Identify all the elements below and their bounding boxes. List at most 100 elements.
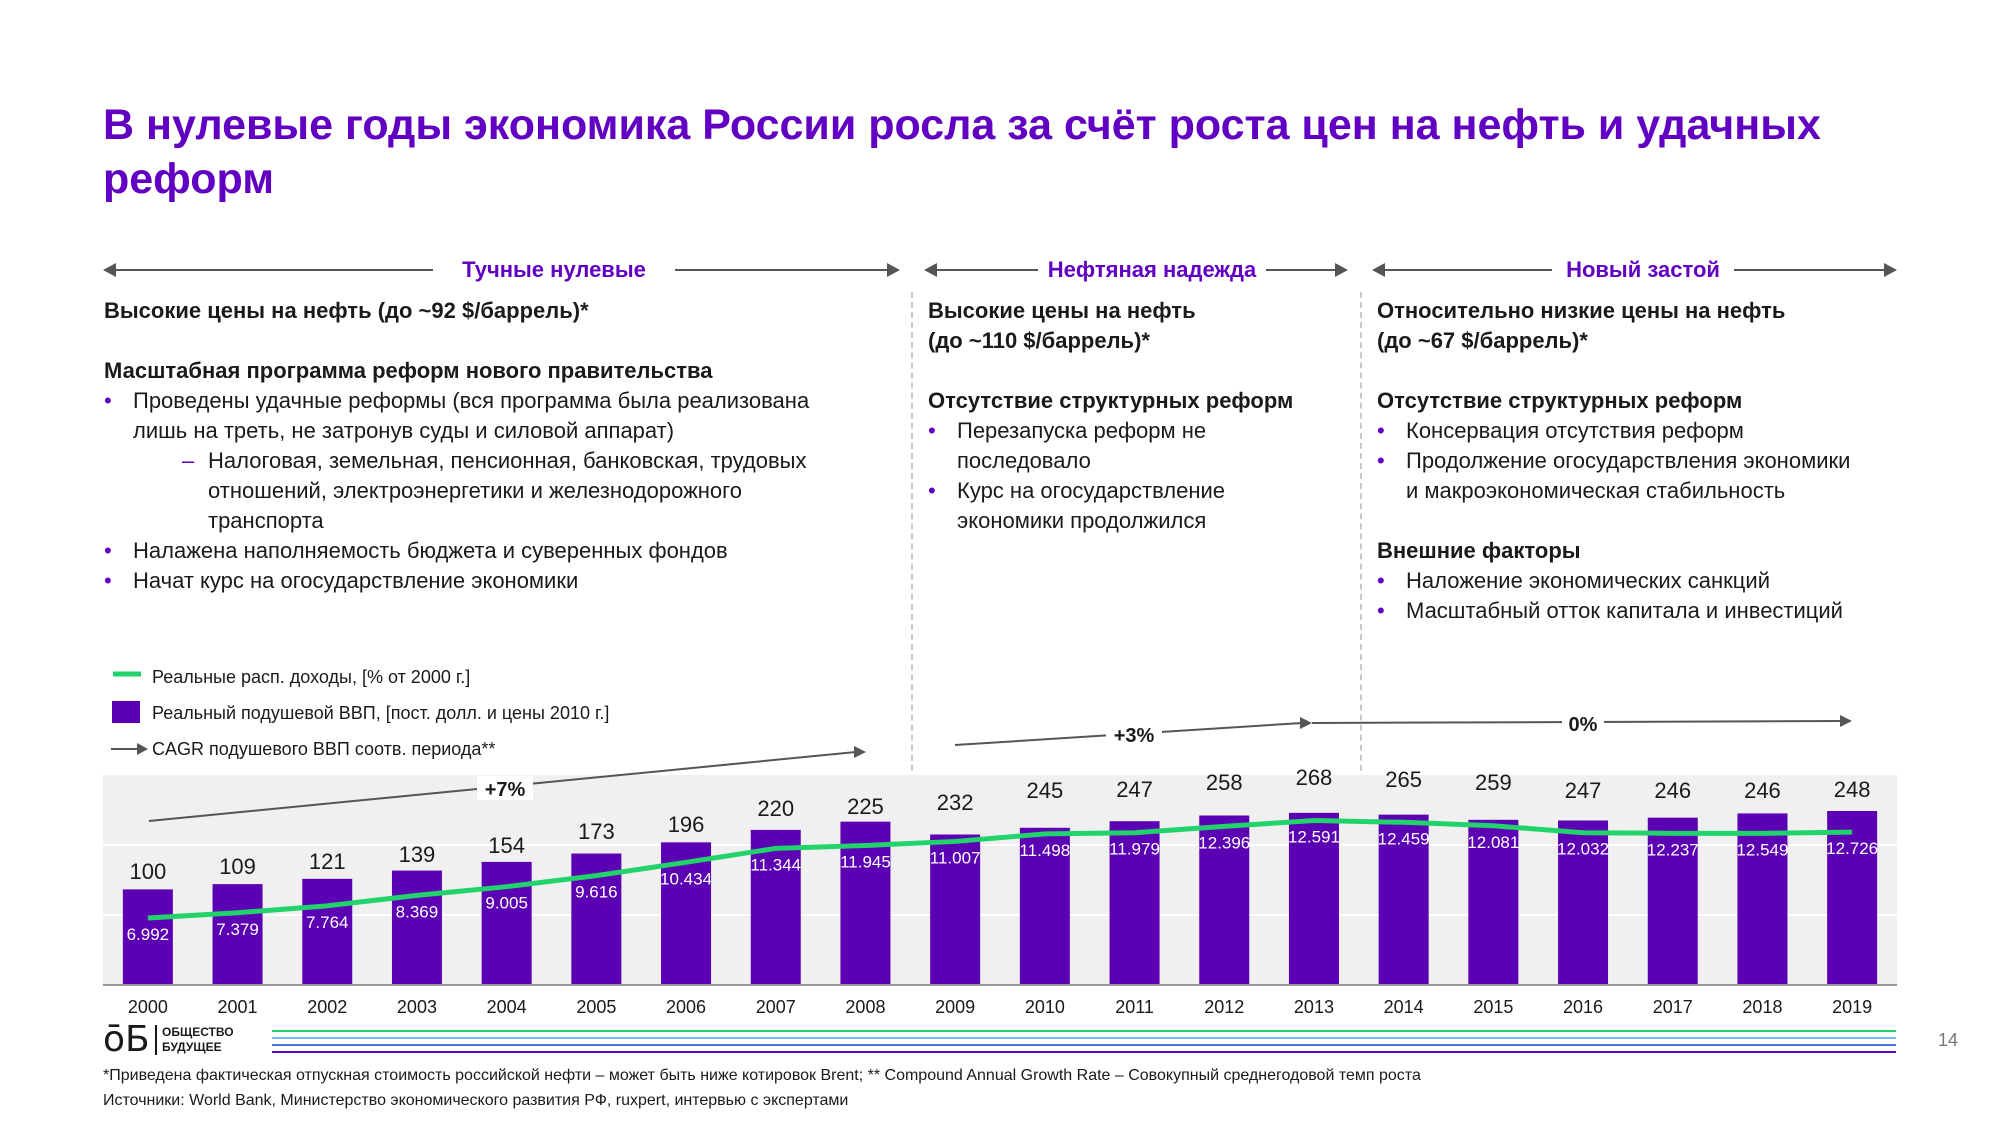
income-value-label-2009: 232 xyxy=(937,790,974,815)
list-item: Налажена наполняемость бюджета и суверен… xyxy=(104,536,894,566)
period-title: Нефтяная надежда xyxy=(1047,257,1257,282)
bar-gdp-2000 xyxy=(122,889,173,985)
period-2-text: Высокие цены на нефть (до ~110 $/баррель… xyxy=(928,296,1348,536)
x-tick-label-2002: 2002 xyxy=(307,997,347,1017)
bar-value-label-2009: 11.007 xyxy=(930,848,981,867)
bar-gdp-2003 xyxy=(391,870,442,985)
income-value-label-2016: 247 xyxy=(1565,778,1602,803)
page-title: В нулевые годы экономика России росла за… xyxy=(103,101,1821,203)
cagr-arrow-2009-2013-head xyxy=(1300,717,1312,729)
heading-line: Относительно низкие цены на нефть xyxy=(1377,298,1786,323)
list-item-text: Проведены удачные реформы (вся программа… xyxy=(133,388,810,413)
bar-value-label-2005: 9.616 xyxy=(575,883,618,902)
bar-gdp-2018 xyxy=(1737,813,1788,985)
bar-gdp-2005 xyxy=(571,853,622,985)
bar-value-label-2004: 9.005 xyxy=(485,894,528,913)
period-header-2: Нефтяная надежда xyxy=(924,255,1348,285)
list-item: Масштабный отток капитала и инвестиций xyxy=(1377,596,1937,626)
bar-value-label-2019: 12.726 xyxy=(1826,839,1878,858)
logo: ōБ xyxy=(103,1019,150,1060)
bar-value-label-2013: 12.591 xyxy=(1288,828,1340,847)
cagr-label-2: +3% xyxy=(1114,725,1155,747)
heading-line: (до ~67 $/баррель)* xyxy=(1377,328,1588,353)
list-item: Курс на огосударствление экономики продо… xyxy=(928,476,1348,536)
bar-value-label-2014: 12.459 xyxy=(1378,829,1430,848)
bar-gdp-2002 xyxy=(302,878,353,985)
x-tick-label-2008: 2008 xyxy=(845,997,885,1017)
income-value-label-2011: 247 xyxy=(1116,777,1153,802)
cagr-label-1: +7% xyxy=(485,779,526,801)
bar-gdp-2010 xyxy=(1019,827,1070,985)
income-value-label-2014: 265 xyxy=(1385,767,1422,792)
cagr-arrow-2009-2013 xyxy=(954,722,1303,746)
income-value-label-2007: 220 xyxy=(757,796,794,821)
list-item-text: отношений, электроэнергетики и железнодо… xyxy=(208,478,742,503)
cagr-label-bg xyxy=(477,776,533,800)
bar-value-label-2011: 11.979 xyxy=(1109,840,1160,859)
oil-price-heading: Относительно низкие цены на нефть (до ~6… xyxy=(1377,296,1937,356)
list-item-text: последовало xyxy=(957,448,1091,473)
arrow-icon xyxy=(111,743,148,755)
x-tick-label-2003: 2003 xyxy=(397,997,437,1017)
income-value-label-2012: 258 xyxy=(1206,770,1243,795)
x-tick-label-2005: 2005 xyxy=(576,997,616,1017)
period-header-1: Тучные нулевые xyxy=(103,255,900,285)
x-tick-label-2013: 2013 xyxy=(1294,997,1334,1017)
bar-gdp-2016 xyxy=(1558,820,1609,985)
bar-gdp-2001 xyxy=(212,884,263,985)
cagr-arrow-2013-2019 xyxy=(1311,720,1843,724)
income-value-label-2017: 246 xyxy=(1654,778,1691,803)
list-item-text: и макроэкономическая стабильность xyxy=(1406,478,1786,503)
cagr-arrow-2013-2019-head xyxy=(1840,715,1852,727)
x-tick-label-2014: 2014 xyxy=(1384,997,1424,1017)
bar-gdp-2017 xyxy=(1647,817,1698,985)
footer-stripe xyxy=(272,1051,1896,1053)
bar-value-label-2002: 7.764 xyxy=(306,913,349,932)
list-item-text: экономики продолжился xyxy=(957,508,1207,533)
list-item: Наложение экономических санкций xyxy=(1377,566,1937,596)
footer-stripe xyxy=(272,1044,1896,1046)
period-separator xyxy=(1360,292,1362,972)
legend-label: Реальный подушевой ВВП, [пост. долл. и ц… xyxy=(152,703,610,723)
bar-gdp-2008 xyxy=(840,821,891,985)
bar-value-label-2018: 12.549 xyxy=(1736,840,1788,859)
bar-gdp-2013 xyxy=(1288,812,1339,985)
legend-label: CAGR подушевого ВВП соотв. периода** xyxy=(152,739,496,759)
x-tick-label-2009: 2009 xyxy=(935,997,975,1017)
list-item: Консервация отсутствия реформ xyxy=(1377,416,1937,446)
period-title: Новый застой xyxy=(1566,257,1720,282)
bar-value-label-2003: 8.369 xyxy=(396,902,439,921)
bar-value-label-2015: 12.081 xyxy=(1467,833,1519,852)
list-item-text: Продолжение огосударствления экономики xyxy=(1406,448,1851,473)
bar-value-label-2010: 11.498 xyxy=(1019,841,1070,860)
period-title: Тучные нулевые xyxy=(462,257,646,282)
x-tick-label-2016: 2016 xyxy=(1563,997,1603,1017)
bar-gdp-2012 xyxy=(1199,815,1250,985)
cagr-arrow-2000-2008-head xyxy=(854,746,866,758)
green-line-icon xyxy=(113,671,141,677)
page-number: 14 xyxy=(1938,1030,1959,1050)
income-value-label-2003: 139 xyxy=(399,842,436,867)
heading-line: (до ~110 $/баррель)* xyxy=(928,328,1150,353)
bar-value-label-2007: 11.344 xyxy=(750,855,801,874)
reforms-heading: Отсутствие структурных реформ xyxy=(928,388,1294,413)
bar-gdp-2011 xyxy=(1109,821,1160,985)
oil-price-heading: Высокие цены на нефть (до ~110 $/баррель… xyxy=(928,296,1348,356)
x-tick-label-2004: 2004 xyxy=(487,997,527,1017)
cagr-label-bg xyxy=(1562,711,1604,735)
x-tick-label-2017: 2017 xyxy=(1653,997,1693,1017)
bar-value-label-2006: 10.434 xyxy=(660,869,712,888)
cagr-label-bg xyxy=(1106,722,1162,746)
bar-value-label-2012: 12.396 xyxy=(1198,833,1250,852)
x-tick-label-2012: 2012 xyxy=(1204,997,1244,1017)
income-value-label-2004: 154 xyxy=(488,833,525,858)
x-tick-label-2018: 2018 xyxy=(1742,997,1782,1017)
sources: Источники: World Bank, Министерство экон… xyxy=(103,1092,849,1109)
cagr-arrow-2000-2008 xyxy=(148,751,857,822)
heading-line: Высокие цены на нефть xyxy=(928,298,1196,323)
bar-value-label-2017: 12.237 xyxy=(1647,840,1699,859)
footnote: *Приведена фактическая отпускная стоимос… xyxy=(103,1067,1421,1084)
income-value-label-2000: 100 xyxy=(129,859,166,884)
x-tick-label-2000: 2000 xyxy=(128,997,168,1017)
income-value-label-2018: 246 xyxy=(1744,778,1781,803)
